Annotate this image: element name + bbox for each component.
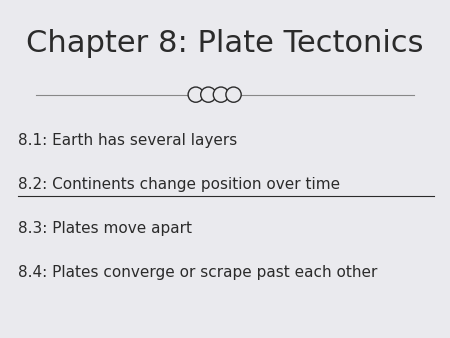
Text: 8.4: Plates converge or scrape past each other: 8.4: Plates converge or scrape past each…: [18, 265, 378, 280]
Ellipse shape: [188, 87, 203, 102]
Ellipse shape: [226, 87, 241, 102]
Ellipse shape: [213, 87, 229, 102]
Ellipse shape: [201, 87, 216, 102]
Text: 8.3: Plates move apart: 8.3: Plates move apart: [18, 221, 192, 236]
Text: 8.1: Earth has several layers: 8.1: Earth has several layers: [18, 133, 237, 148]
Text: 8.2: Continents change position over time: 8.2: Continents change position over tim…: [18, 177, 340, 192]
Text: Chapter 8: Plate Tectonics: Chapter 8: Plate Tectonics: [26, 29, 424, 58]
